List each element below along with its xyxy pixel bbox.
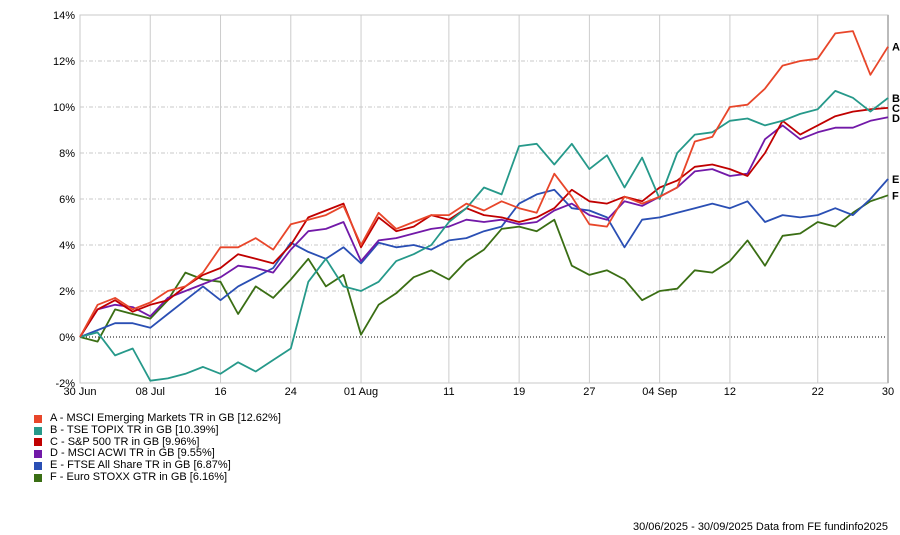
x-tick-label: 30 bbox=[882, 386, 894, 398]
x-tick-label: 27 bbox=[583, 386, 595, 398]
y-tick-label: 10% bbox=[53, 102, 75, 114]
series-end-label-b: B bbox=[892, 93, 900, 105]
y-tick-label: 2% bbox=[59, 286, 75, 298]
x-tick-label: 04 Sep bbox=[642, 386, 677, 398]
legend-item-c: C - S&P 500 TR in GB [9.96%] bbox=[34, 435, 281, 449]
x-tick-label: 24 bbox=[285, 386, 297, 398]
legend-label-d: D - MSCI ACWI TR in GB [9.55%] bbox=[50, 447, 215, 460]
legend-swatch-e bbox=[34, 462, 42, 471]
series-line-d bbox=[79, 116, 889, 338]
legend-swatch-a bbox=[34, 414, 42, 423]
series-end-label-d: D bbox=[892, 113, 900, 125]
series-line-e bbox=[79, 178, 889, 338]
x-tick-label: 08 Jul bbox=[136, 386, 165, 398]
x-tick-label: 22 bbox=[812, 386, 824, 398]
y-tick-label: 8% bbox=[59, 148, 75, 160]
legend-item-d: D - MSCI ACWI TR in GB [9.55%] bbox=[34, 448, 281, 460]
y-tick-label: 4% bbox=[59, 240, 75, 252]
performance-line-chart: -2% 0% 2% 4% 6% 8% 10% 12% 14% 30 Jun 08 Jul 16 24 01… bbox=[53, 10, 900, 398]
legend-item-f: F - Euro STOXX GTR in GB [6.16%] bbox=[34, 470, 281, 484]
series-end-label-a: A bbox=[892, 42, 900, 54]
series-line-f bbox=[79, 194, 889, 343]
x-tick-label: 16 bbox=[214, 386, 226, 398]
legend-item-b: B - TSE TOPIX TR in GB [10.39%] bbox=[34, 423, 281, 437]
legend-item-e: E - FTSE All Share TR in GB [6.87%] bbox=[34, 459, 281, 472]
y-tick-label: 12% bbox=[53, 56, 75, 68]
x-tick-label: 19 bbox=[513, 386, 525, 398]
series-end-label-e: E bbox=[892, 174, 899, 186]
legend-swatch-f bbox=[34, 473, 42, 482]
y-tick-label: 6% bbox=[59, 194, 75, 206]
series-end-label-f: F bbox=[892, 190, 899, 202]
x-tick-label: 11 bbox=[443, 386, 454, 398]
legend-label-c: C - S&P 500 TR in GB [9.96%] bbox=[50, 435, 200, 448]
legend-label-e: E - FTSE All Share TR in GB [6.87%] bbox=[50, 459, 231, 472]
y-tick-label: -2% bbox=[55, 378, 75, 390]
legend-label-f: F - Euro STOXX GTR in GB [6.16%] bbox=[50, 470, 228, 483]
y-tick-label: 14% bbox=[53, 10, 75, 22]
chart-legend: A - MSCI Emerging Markets TR in GB [12.6… bbox=[34, 412, 281, 484]
legend-label-b: B - TSE TOPIX TR in GB [10.39%] bbox=[50, 423, 219, 436]
legend-item-a: A - MSCI Emerging Markets TR in GB [12.6… bbox=[34, 412, 281, 425]
series-line-a bbox=[79, 30, 889, 338]
data-source-footer: 30/06/2025 - 30/09/2025 Data from FE fun… bbox=[632, 521, 888, 533]
series-line-b bbox=[79, 90, 889, 382]
x-tick-label: 01 Aug bbox=[344, 386, 378, 398]
series-line-c bbox=[79, 107, 889, 338]
y-tick-label: 0% bbox=[59, 332, 75, 344]
x-tick-label: 12 bbox=[724, 386, 736, 398]
legend-swatch-d bbox=[34, 450, 42, 459]
legend-label-a: A - MSCI Emerging Markets TR in GB [12.6… bbox=[50, 412, 281, 424]
x-tick-label: 30 Jun bbox=[63, 386, 96, 398]
series-end-label-c: C bbox=[892, 103, 900, 115]
legend-swatch-b bbox=[34, 426, 42, 435]
legend-swatch-c bbox=[34, 438, 42, 447]
